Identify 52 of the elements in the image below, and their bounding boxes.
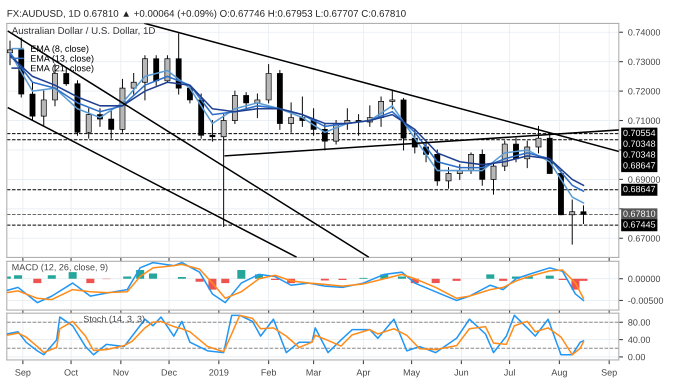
ref-line-label: 0.68647 — [623, 186, 656, 192]
y-tick-label: 0.74000 — [628, 29, 660, 36]
x-tick-label: Jun — [454, 369, 468, 376]
x-tick-label: Apr — [356, 369, 370, 378]
candlestick — [243, 92, 250, 110]
y-tick-label: -0.00500 — [628, 297, 664, 304]
bar — [48, 275, 56, 279]
x-tick-label: 2019 — [209, 369, 228, 376]
bar — [148, 273, 157, 279]
y-tick-label: 0.00000 — [628, 276, 660, 282]
x-tick-label: Sep — [15, 369, 31, 378]
x-tick-label: Nov — [114, 369, 129, 376]
x-tick-label: Feb — [262, 369, 276, 376]
bar — [14, 275, 22, 279]
chart-subtitle: Australian Dollar / U.S. Dollar, 1D — [12, 26, 155, 36]
bar — [432, 278, 440, 284]
candlestick — [142, 55, 148, 100]
text: 0.68647 — [623, 162, 656, 169]
ref-line-label: 0.70554 — [623, 130, 656, 136]
ref-line-label: 0.67445 — [623, 221, 656, 228]
y-tick-label: 0.00 — [628, 354, 646, 360]
y-tick-label: 0.69000 — [628, 176, 660, 183]
bar — [33, 278, 42, 284]
chart-title: MACD (12, 26, close, 9) — [12, 264, 108, 272]
chart-title: FX:AUDUSD, 1D 0.67810 ▲ +0.00064 (+0.09%) O:0.67746 H:0.67953 L:0.67707 C:0.67810 — [8, 10, 406, 19]
y-tick-label: 40.00 — [628, 336, 650, 343]
x-tick-label: Dec — [162, 369, 177, 376]
text: 0.70348 — [623, 151, 656, 158]
y-tick-label: 0.72000 — [628, 88, 660, 94]
bar — [86, 278, 94, 284]
y-tick-label: 80.00 — [628, 319, 650, 326]
bar — [486, 274, 494, 279]
y-tick-label: 0.71000 — [628, 118, 660, 124]
x-tick-label: Aug — [551, 369, 567, 378]
ref-line-label: 0.70348 — [623, 140, 656, 147]
x-tick-label: Oct — [64, 369, 78, 376]
bar — [221, 278, 230, 284]
chart-title: Stoch (14, 3, 3) — [84, 316, 144, 324]
ref-line-label: 0.67810 — [623, 210, 656, 217]
bar — [546, 276, 554, 279]
candlestick — [389, 90, 396, 110]
x-tick-label: Jul — [504, 369, 515, 376]
y-tick-label: 0.73000 — [628, 58, 660, 66]
bar — [196, 278, 204, 282]
bar — [237, 270, 246, 279]
x-tick-label: May — [404, 369, 420, 378]
x-tick-label: Mar — [306, 369, 322, 376]
line-series — [6, 314, 584, 356]
y-tick-label: 0.67000 — [628, 235, 660, 242]
bar — [68, 272, 77, 279]
x-tick-label: Sep — [602, 369, 617, 378]
candlestick — [580, 205, 586, 224]
